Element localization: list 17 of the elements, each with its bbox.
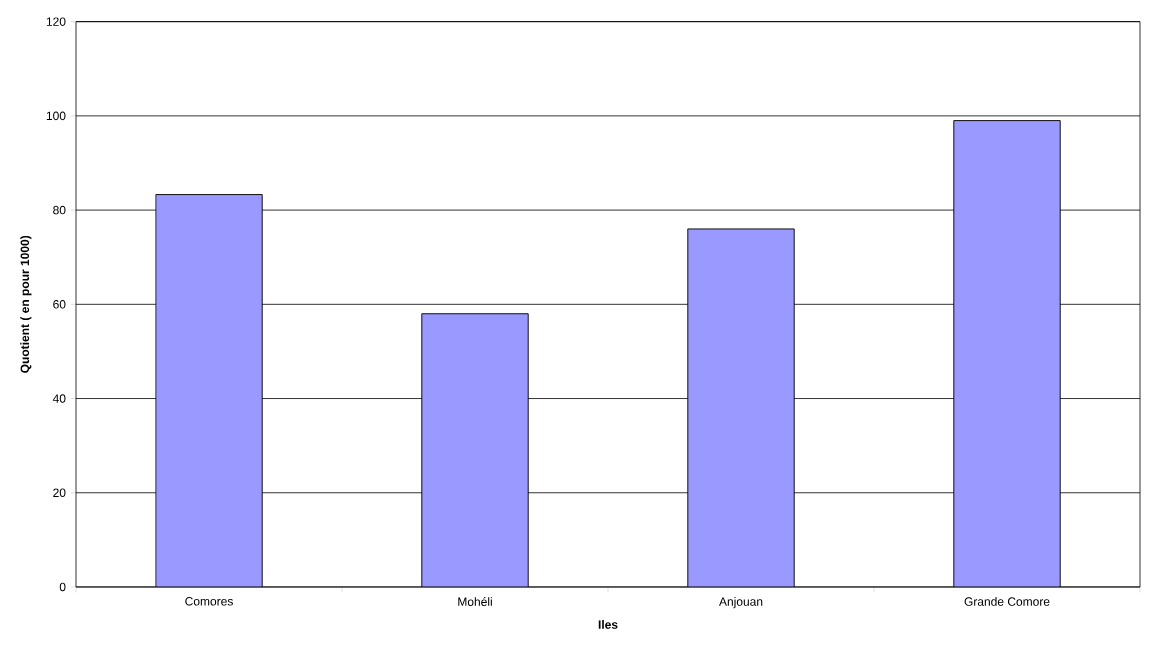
y-axis-title: Quotient ( en pour 1000): [20, 235, 32, 373]
x-tick-label: Anjouan: [719, 597, 763, 609]
y-tick-label: 0: [59, 582, 66, 592]
bar: [421, 313, 529, 587]
bar: [953, 120, 1061, 587]
y-tick-label: 60: [53, 300, 66, 309]
x-axis-title: Iles: [598, 620, 618, 629]
bar: [687, 228, 795, 587]
y-tick-label: 40: [52, 394, 66, 403]
bar: [155, 194, 263, 587]
x-tick-label: Mohéli: [458, 597, 492, 606]
y-tick-label: 100: [46, 111, 66, 121]
y-tick-label: 80: [53, 205, 66, 215]
x-tick-label: Grande Comore: [964, 597, 1050, 606]
y-tick-label: 120: [46, 17, 66, 26]
x-tick-label: Comores: [185, 597, 233, 606]
y-tick-label: 20: [53, 488, 66, 498]
